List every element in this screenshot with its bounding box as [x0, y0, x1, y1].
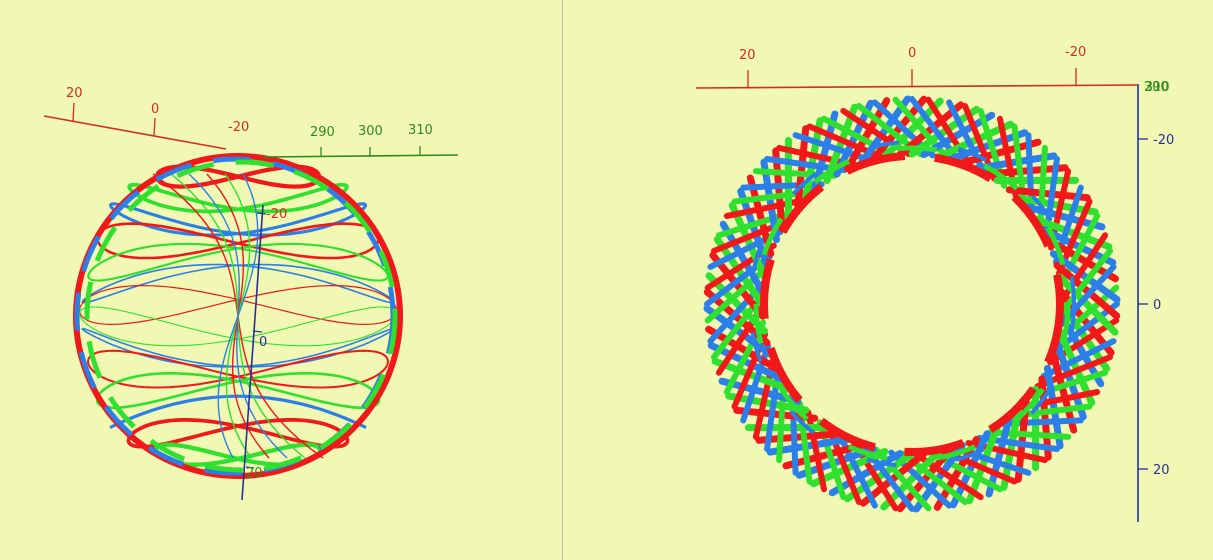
x-axis-tick-label: 20	[739, 48, 756, 63]
ring-strand	[794, 125, 810, 211]
ring-strand	[858, 95, 911, 167]
ring-strand	[1022, 203, 1106, 231]
ring-boundary	[748, 140, 1076, 468]
sphere-curve	[237, 263, 395, 304]
ring-strand	[705, 325, 780, 372]
ring-boundary	[760, 152, 1064, 456]
right-view-canvas[interactable]: 20 0 -20 290 300 310 -20 0 20	[564, 0, 1213, 560]
ring-strand	[880, 448, 943, 511]
ring-strand	[703, 305, 775, 358]
sphere-curve	[237, 349, 390, 389]
x-axis-tick	[72, 102, 75, 122]
left-view-canvas[interactable]: 20 0 -20 290 300 310 -20 0 20	[0, 0, 562, 560]
ring-strand	[935, 120, 1015, 160]
sphere-curve	[237, 285, 398, 326]
ring-strand	[958, 138, 1042, 167]
z-axis-tick-label: 20	[246, 466, 263, 481]
ring-strand	[844, 450, 916, 503]
ring-strand	[947, 129, 1029, 163]
sphere-curve	[95, 372, 240, 410]
x-axis-line	[43, 115, 227, 150]
ring-strand	[859, 450, 928, 507]
y-axis-tick-label: 310	[1145, 80, 1170, 95]
right-3d-view[interactable]: 20 0 -20 290 300 310 -20 0 20	[564, 0, 1213, 560]
z-axis-tick-label: -20	[266, 207, 287, 222]
z-axis-tick	[252, 330, 263, 333]
x-axis-tick	[153, 117, 156, 137]
sphere-curve	[87, 242, 240, 282]
ring-strand	[707, 341, 786, 383]
sphere-curve	[86, 349, 239, 389]
y-axis-tick-label: 300	[1144, 80, 1169, 95]
sphere-curve	[126, 418, 240, 449]
ring-strand	[1000, 406, 1022, 491]
sphere-rim	[84, 159, 398, 473]
z-axis-tick	[245, 466, 255, 469]
sphere-curve	[81, 327, 239, 368]
ring-strand	[719, 220, 766, 296]
ring-strand	[713, 236, 766, 308]
ring-strand	[844, 97, 891, 172]
ring-strand	[881, 97, 944, 160]
x-axis-line	[695, 84, 1138, 89]
ring-strand	[828, 450, 904, 497]
ring-boundary	[753, 145, 1071, 463]
sphere-curve	[236, 418, 350, 449]
x-axis-tick-label: -20	[228, 120, 249, 135]
x-axis-tick-label: 0	[908, 46, 916, 61]
left-3d-view[interactable]: 20 0 -20 290 300 310 -20 0 20	[0, 0, 562, 560]
ring-strand	[728, 201, 768, 281]
x-axis-tick-label: -20	[1065, 45, 1086, 60]
sphere-curve	[127, 182, 240, 214]
y-axis-tick-label: 310	[408, 123, 433, 138]
x-axis-tick-label: 0	[151, 102, 159, 117]
ring-strand	[1014, 194, 1099, 216]
ring-curves	[703, 95, 1121, 513]
y-axis-tick-label: 290	[1144, 80, 1169, 95]
x-axis-tick-label: 20	[66, 86, 83, 101]
z-axis-tick-label: -20	[1153, 133, 1174, 148]
y-axis-line	[262, 154, 459, 158]
sphere-curve	[236, 182, 349, 214]
sphere-curve	[78, 285, 239, 326]
z-axis-tick-label: 0	[1153, 298, 1161, 313]
sphere-curve	[236, 202, 368, 237]
ring-strand	[1049, 350, 1078, 434]
y-axis-tick-label: 290	[310, 125, 335, 140]
y-axis-tick-label: 300	[358, 124, 383, 139]
ring-strand	[1058, 247, 1113, 316]
ring-strand	[1053, 261, 1121, 320]
sphere-curve	[108, 202, 240, 237]
sphere-curves	[73, 153, 403, 479]
z-axis-tick-label: 0	[259, 335, 267, 350]
ring-strand	[965, 424, 1001, 505]
sphere-curve	[81, 263, 239, 304]
ring-strand	[711, 357, 792, 393]
ring-strand	[869, 95, 928, 163]
z-axis-tick-label: 20	[1153, 463, 1170, 478]
z-axis-line	[241, 204, 264, 501]
pane-divider[interactable]	[562, 0, 563, 560]
ring-strand	[1044, 364, 1064, 450]
ring-strand	[755, 430, 841, 444]
ring-strand	[766, 436, 852, 456]
z-axis-tick	[256, 212, 267, 215]
ring-strand	[772, 147, 786, 233]
ring-strand	[1053, 339, 1087, 421]
ring-strand	[949, 430, 991, 509]
sphere-curve	[79, 306, 239, 347]
ring-strand	[802, 117, 824, 202]
sphere-curve	[236, 394, 367, 429]
sphere-curve	[109, 394, 240, 429]
ring-strand	[1056, 273, 1119, 336]
ring-strand	[1005, 186, 1091, 202]
sphere-curve	[217, 173, 259, 459]
ring-strand	[1032, 215, 1113, 251]
ring-hole	[770, 162, 1054, 446]
ring-strand	[985, 414, 1013, 498]
